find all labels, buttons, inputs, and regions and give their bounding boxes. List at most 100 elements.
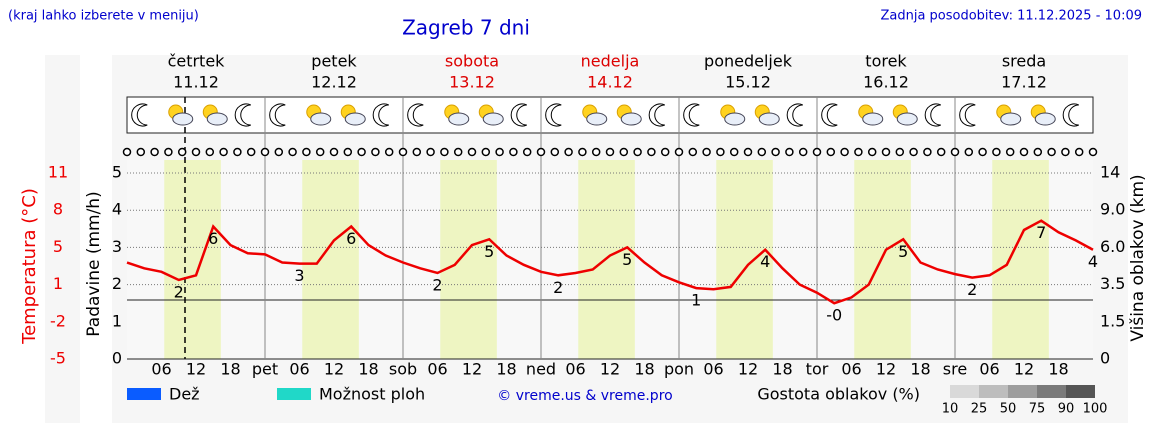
x-tick-label: 06 bbox=[289, 360, 309, 379]
x-tick-label: 18 bbox=[772, 360, 792, 379]
x-day-label: pet bbox=[252, 360, 278, 379]
wind-marker bbox=[495, 147, 504, 157]
day-date: 11.12 bbox=[173, 73, 219, 92]
precip-axis-title: Padavine (mm/h) bbox=[84, 191, 104, 336]
panel bbox=[45, 55, 80, 423]
wind-marker bbox=[895, 147, 905, 157]
legend-label: Dež bbox=[169, 385, 200, 404]
cloud-icon bbox=[448, 112, 470, 126]
icon-strip bbox=[126, 96, 1094, 134]
legend-swatch bbox=[1037, 385, 1066, 398]
day-date: 17.12 bbox=[1001, 73, 1047, 92]
moon-icon bbox=[683, 103, 700, 127]
day-name: nedelja bbox=[581, 52, 640, 71]
wind-marker bbox=[647, 147, 656, 157]
wind-marker bbox=[1074, 147, 1084, 157]
x-tick-label: 06 bbox=[703, 360, 723, 379]
credit[interactable]: © vreme.us & vreme.pro bbox=[497, 388, 672, 404]
cloud-icon bbox=[724, 112, 746, 126]
value-label: 5 bbox=[622, 250, 632, 269]
wind-marker bbox=[233, 147, 242, 157]
cloud-icon bbox=[620, 112, 642, 126]
x-day-label: ned bbox=[526, 360, 556, 379]
temp-tick-label: -2 bbox=[50, 311, 66, 330]
wind-marker bbox=[136, 147, 146, 157]
legend-level: 90 bbox=[1058, 402, 1075, 417]
wind-marker bbox=[578, 147, 587, 157]
wind-marker bbox=[881, 147, 891, 157]
moon-icon bbox=[372, 103, 389, 127]
x-tick-label: 12 bbox=[324, 360, 344, 379]
x-day-label: pon bbox=[664, 360, 694, 379]
legend-level: 50 bbox=[1000, 402, 1017, 417]
x-tick-label: 18 bbox=[910, 360, 930, 379]
wind-marker bbox=[702, 147, 711, 157]
temp-tick-label: 5 bbox=[53, 237, 63, 256]
wind-marker bbox=[826, 147, 836, 157]
value-label: 2 bbox=[432, 275, 442, 294]
wind-marker bbox=[357, 147, 366, 157]
legend-swatch bbox=[979, 385, 1008, 398]
temp-axis-title: Temperatura (°C) bbox=[19, 188, 40, 345]
day-date: 16.12 bbox=[863, 73, 909, 92]
x-tick-label: 12 bbox=[1014, 360, 1034, 379]
wind-marker bbox=[550, 147, 560, 157]
moon-icon bbox=[821, 103, 838, 127]
value-label: 2 bbox=[553, 278, 563, 297]
day-name: petek bbox=[311, 52, 357, 71]
daylight bbox=[440, 160, 497, 359]
wind-marker bbox=[343, 147, 353, 157]
x-tick-label: 06 bbox=[841, 360, 861, 379]
precip-tick-label: 0 bbox=[112, 349, 122, 368]
wind-marker bbox=[398, 147, 408, 157]
wind-marker bbox=[992, 147, 1001, 157]
moon-icon bbox=[545, 103, 562, 127]
wind-marker bbox=[978, 147, 987, 157]
cloud-tick-label: 14 bbox=[1100, 163, 1120, 182]
wind-marker bbox=[522, 147, 532, 157]
value-label: 6 bbox=[208, 229, 218, 248]
wind-marker bbox=[1019, 147, 1029, 157]
daylight bbox=[164, 160, 221, 359]
temp-tick-label: -5 bbox=[50, 349, 66, 368]
value-label: -0 bbox=[826, 306, 842, 325]
cloud-icon bbox=[1034, 112, 1056, 126]
cloud-tick-label: 1.5 bbox=[1100, 311, 1125, 330]
x-tick-label: 12 bbox=[876, 360, 896, 379]
wind-marker bbox=[509, 147, 518, 157]
cloud-icon bbox=[206, 112, 228, 126]
day-date: 14.12 bbox=[587, 73, 633, 92]
moon-icon bbox=[959, 103, 976, 127]
wind-marker bbox=[619, 147, 629, 157]
moon-icon bbox=[648, 103, 665, 127]
wind-marker bbox=[1088, 147, 1098, 157]
legend-swatch bbox=[1066, 385, 1095, 398]
value-label: 3 bbox=[294, 266, 304, 285]
wind-marker bbox=[771, 147, 780, 157]
legend-title: Gostota oblakov (%) bbox=[757, 385, 920, 404]
moon-icon bbox=[924, 103, 941, 127]
day-name: četrtek bbox=[168, 52, 226, 71]
moon-icon bbox=[234, 103, 251, 127]
moon-icon bbox=[407, 103, 424, 127]
wind-marker bbox=[536, 147, 546, 157]
value-label: 5 bbox=[484, 242, 494, 261]
title: Zagreb 7 dni bbox=[402, 16, 530, 40]
cloud-tick-label: 9.0 bbox=[1100, 200, 1125, 219]
wind-marker bbox=[729, 147, 739, 157]
legend-level: 75 bbox=[1029, 402, 1046, 417]
legend-swatch bbox=[1008, 385, 1037, 398]
moon-icon bbox=[269, 103, 286, 127]
daylight bbox=[302, 160, 359, 359]
wind-marker bbox=[743, 147, 753, 157]
temp-tick-label: 8 bbox=[53, 200, 63, 219]
x-tick-label: 18 bbox=[220, 360, 240, 379]
x-tick-label: 06 bbox=[427, 360, 447, 379]
updated: Zadnja posodobitev: 11.12.2025 - 10:09 bbox=[880, 9, 1142, 24]
legend-level: 100 bbox=[1083, 402, 1108, 417]
day-name: ponedeljek bbox=[704, 52, 793, 71]
cloud-icon bbox=[344, 112, 366, 126]
legend-label: Možnost ploh bbox=[319, 385, 425, 404]
wind-marker bbox=[384, 147, 394, 157]
temp-tick-label: 1 bbox=[53, 274, 63, 293]
